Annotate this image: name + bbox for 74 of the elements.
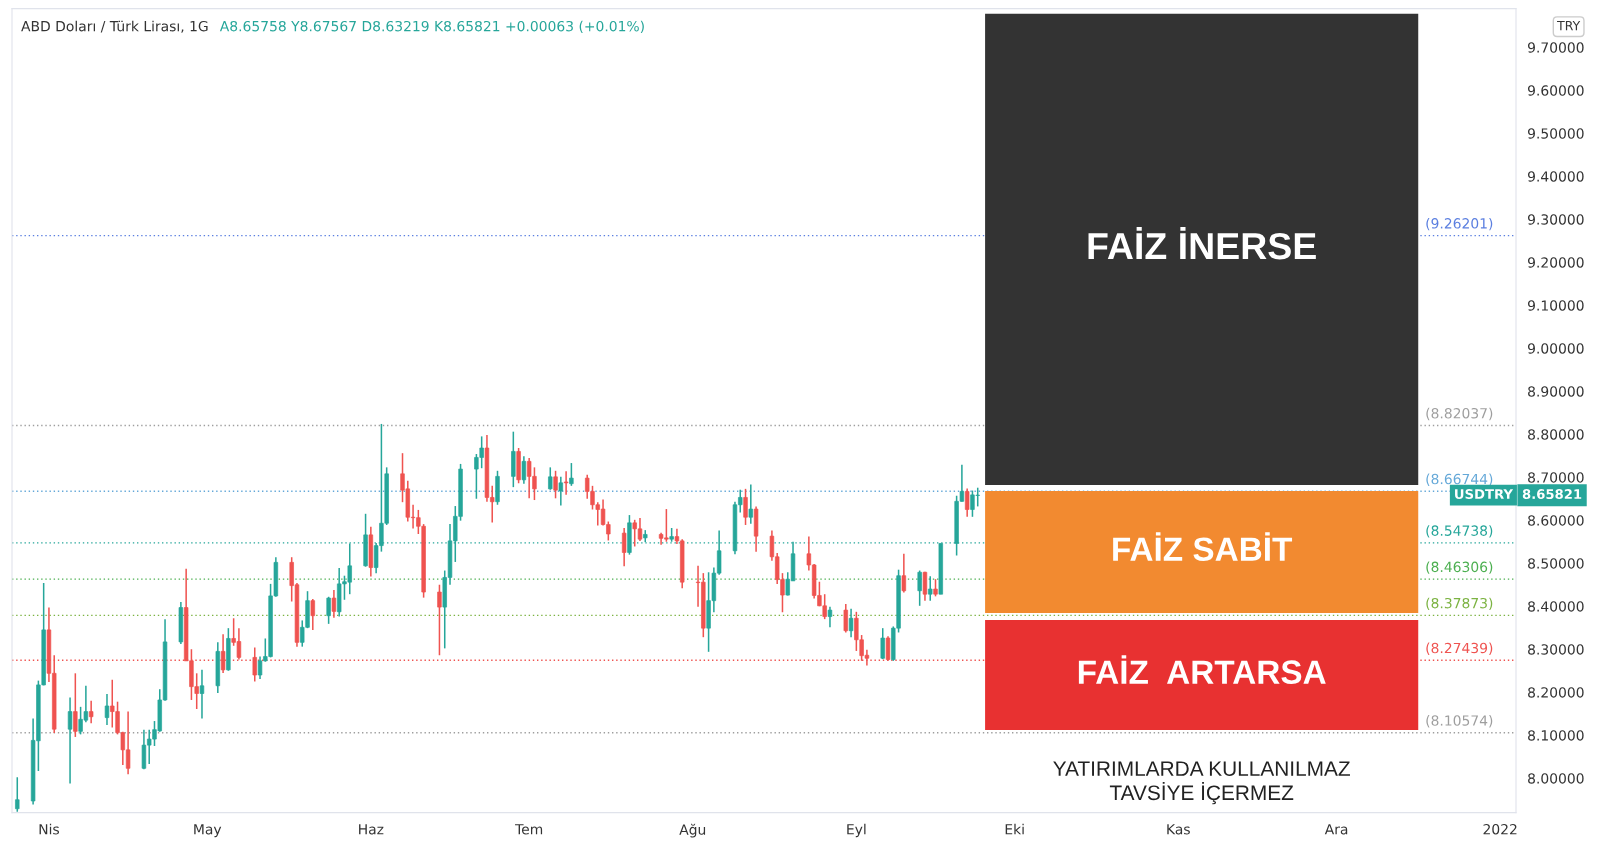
x-tick-label: 2022 bbox=[1483, 823, 1517, 835]
candlestick bbox=[885, 635, 891, 662]
annotation: FAİZ ARTARSA bbox=[1078, 655, 1326, 684]
x-tick-label: Tem bbox=[515, 824, 543, 835]
y-tick-label: 8.70000 bbox=[1528, 472, 1584, 483]
candlestick bbox=[73, 672, 78, 738]
candlestick bbox=[917, 569, 922, 607]
candlestick bbox=[310, 598, 315, 631]
y-tick-label: 8.50000 bbox=[1528, 558, 1584, 569]
ref-line-label: (8.46306) bbox=[1426, 561, 1493, 574]
y-tick-label: 8.80000 bbox=[1528, 429, 1584, 440]
ref-line-label: (8.66744) bbox=[1426, 473, 1493, 486]
y-tick-label: 9.10000 bbox=[1527, 300, 1584, 311]
x-tick-label: Ara bbox=[1324, 824, 1348, 835]
annotation: FAİZ SABİT bbox=[1113, 532, 1293, 562]
annotation: USDTRY bbox=[1455, 489, 1514, 500]
candlestick bbox=[964, 487, 970, 518]
candlestick bbox=[743, 488, 748, 526]
candlestick bbox=[843, 603, 848, 634]
candlestick bbox=[901, 553, 907, 594]
candlestick bbox=[563, 470, 569, 496]
ref-line-label: (8.27439) bbox=[1426, 642, 1493, 655]
candlestick bbox=[326, 596, 331, 625]
ref-line-label: (8.82037) bbox=[1426, 407, 1493, 421]
y-tick-label: 8.60000 bbox=[1528, 515, 1584, 526]
y-tick-label: 8.10000 bbox=[1528, 730, 1584, 741]
y-tick-label: 9.30000 bbox=[1527, 214, 1584, 225]
text: 8.65821 bbox=[1522, 489, 1582, 500]
text: A8.65758 Y8.67567 D8.63219 K8.65821 +0.00063 (+0.01%) bbox=[219, 20, 644, 34]
candlestick bbox=[928, 575, 933, 602]
candlestick bbox=[104, 693, 110, 726]
y-tick-label: 9.50000 bbox=[1527, 128, 1584, 139]
x-tick-label: Eyl bbox=[847, 823, 866, 838]
candlestick bbox=[848, 608, 854, 638]
y-tick-label: 9.40000 bbox=[1527, 171, 1584, 182]
y-tick-label: 8.40000 bbox=[1528, 601, 1584, 612]
candlestick bbox=[548, 466, 553, 491]
ref-line-label: (9.26201) bbox=[1426, 217, 1493, 231]
ref-line-label: (8.54738) bbox=[1426, 525, 1493, 538]
candlestick bbox=[67, 696, 73, 785]
ref-line-label: (8.10574) bbox=[1426, 715, 1493, 728]
y-tick-label: 8.20000 bbox=[1528, 687, 1584, 698]
candlestick bbox=[922, 571, 928, 602]
candlestick bbox=[748, 483, 753, 525]
y-tick-label: 9.60000 bbox=[1527, 85, 1584, 96]
candlestick bbox=[827, 605, 833, 629]
y-tick-label: 9.20000 bbox=[1527, 257, 1584, 268]
text: TRY bbox=[1557, 21, 1581, 31]
y-tick-label: 8.30000 bbox=[1528, 644, 1584, 655]
candlestick bbox=[558, 476, 564, 507]
text: ABD Doları / Türk Lirası, 1G bbox=[21, 20, 208, 33]
x-tick-label: Haz bbox=[359, 824, 384, 835]
x-tick-label: Kas bbox=[1167, 824, 1190, 835]
candlestick bbox=[569, 462, 574, 487]
candlestick bbox=[437, 583, 442, 657]
y-tick-label: 8.00000 bbox=[1528, 773, 1584, 784]
candlestick bbox=[553, 470, 558, 500]
x-tick-label: May bbox=[194, 824, 222, 838]
y-tick-label: 9.70000 bbox=[1527, 42, 1584, 53]
candlestick bbox=[621, 527, 627, 568]
x-tick-label: Ağu bbox=[679, 823, 706, 838]
candlestick bbox=[880, 627, 885, 660]
candlestick bbox=[15, 776, 20, 813]
candlestick bbox=[331, 589, 337, 619]
x-tick-label: Nis bbox=[39, 823, 59, 835]
y-tick-label: 8.90000 bbox=[1528, 386, 1584, 397]
candlestick bbox=[88, 700, 94, 724]
ref-line-label: (8.37873) bbox=[1426, 597, 1493, 611]
annotation: YATIRIMLARDA KULLANILMAZ TAVSİYE İÇERMEZ bbox=[1053, 761, 1350, 805]
candlestick bbox=[199, 669, 205, 720]
candlestick bbox=[521, 455, 527, 485]
annotation: FAİZ İNERSE bbox=[1088, 227, 1316, 260]
x-tick-label: Eki bbox=[1005, 823, 1024, 835]
y-tick-label: 9.00000 bbox=[1527, 343, 1584, 354]
